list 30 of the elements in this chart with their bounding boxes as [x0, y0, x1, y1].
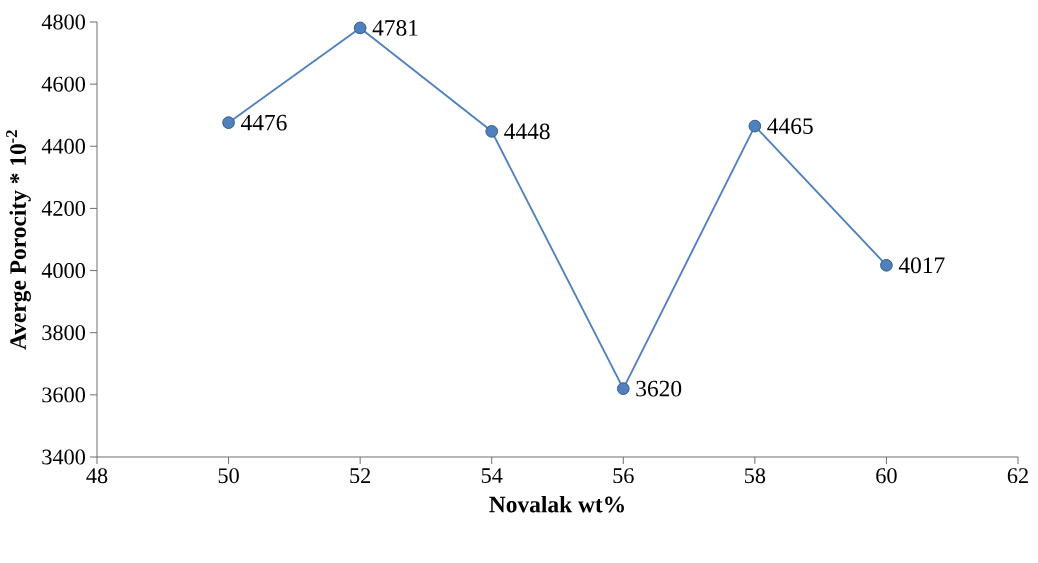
x-tick-label: 52 [350, 468, 371, 484]
point [485, 125, 499, 138]
point [748, 119, 762, 133]
x-axis-title: Novalak wt% [489, 495, 624, 513]
x-tick-label: 62 [1007, 468, 1028, 484]
data-label: 4476 [240, 114, 287, 131]
y-tick-label: 4200 [41, 200, 85, 216]
data-label: 4465 [767, 118, 813, 134]
data-label: 4448 [504, 123, 550, 140]
y-tick-label: 3600 [42, 387, 85, 403]
y-tick-label: 3400 [42, 449, 85, 465]
data-label: 4017 [898, 257, 945, 274]
x-tick-label: 50 [218, 468, 239, 484]
data-label: 4781 [372, 19, 418, 36]
x-tick-label: 60 [876, 468, 897, 484]
point [616, 382, 630, 395]
y-tick-label: 3800 [42, 325, 85, 341]
x-tick-label: 58 [745, 468, 766, 484]
y-tick-label: 4000 [41, 263, 85, 279]
y-tick-label: 4600 [41, 76, 85, 92]
x-tick-label: 48 [86, 468, 108, 484]
point [880, 258, 893, 272]
y-tick-label: 4400 [41, 138, 85, 154]
point [353, 21, 367, 35]
y-tick-label: 4800 [41, 14, 85, 30]
y-axis-title: Averge Porocity * 10$^{-2}$ [6, 130, 31, 350]
x-tick-label: 54 [481, 468, 503, 484]
data-label: 3620 [636, 380, 682, 397]
x-tick-label: 56 [613, 468, 634, 484]
point [222, 116, 235, 129]
